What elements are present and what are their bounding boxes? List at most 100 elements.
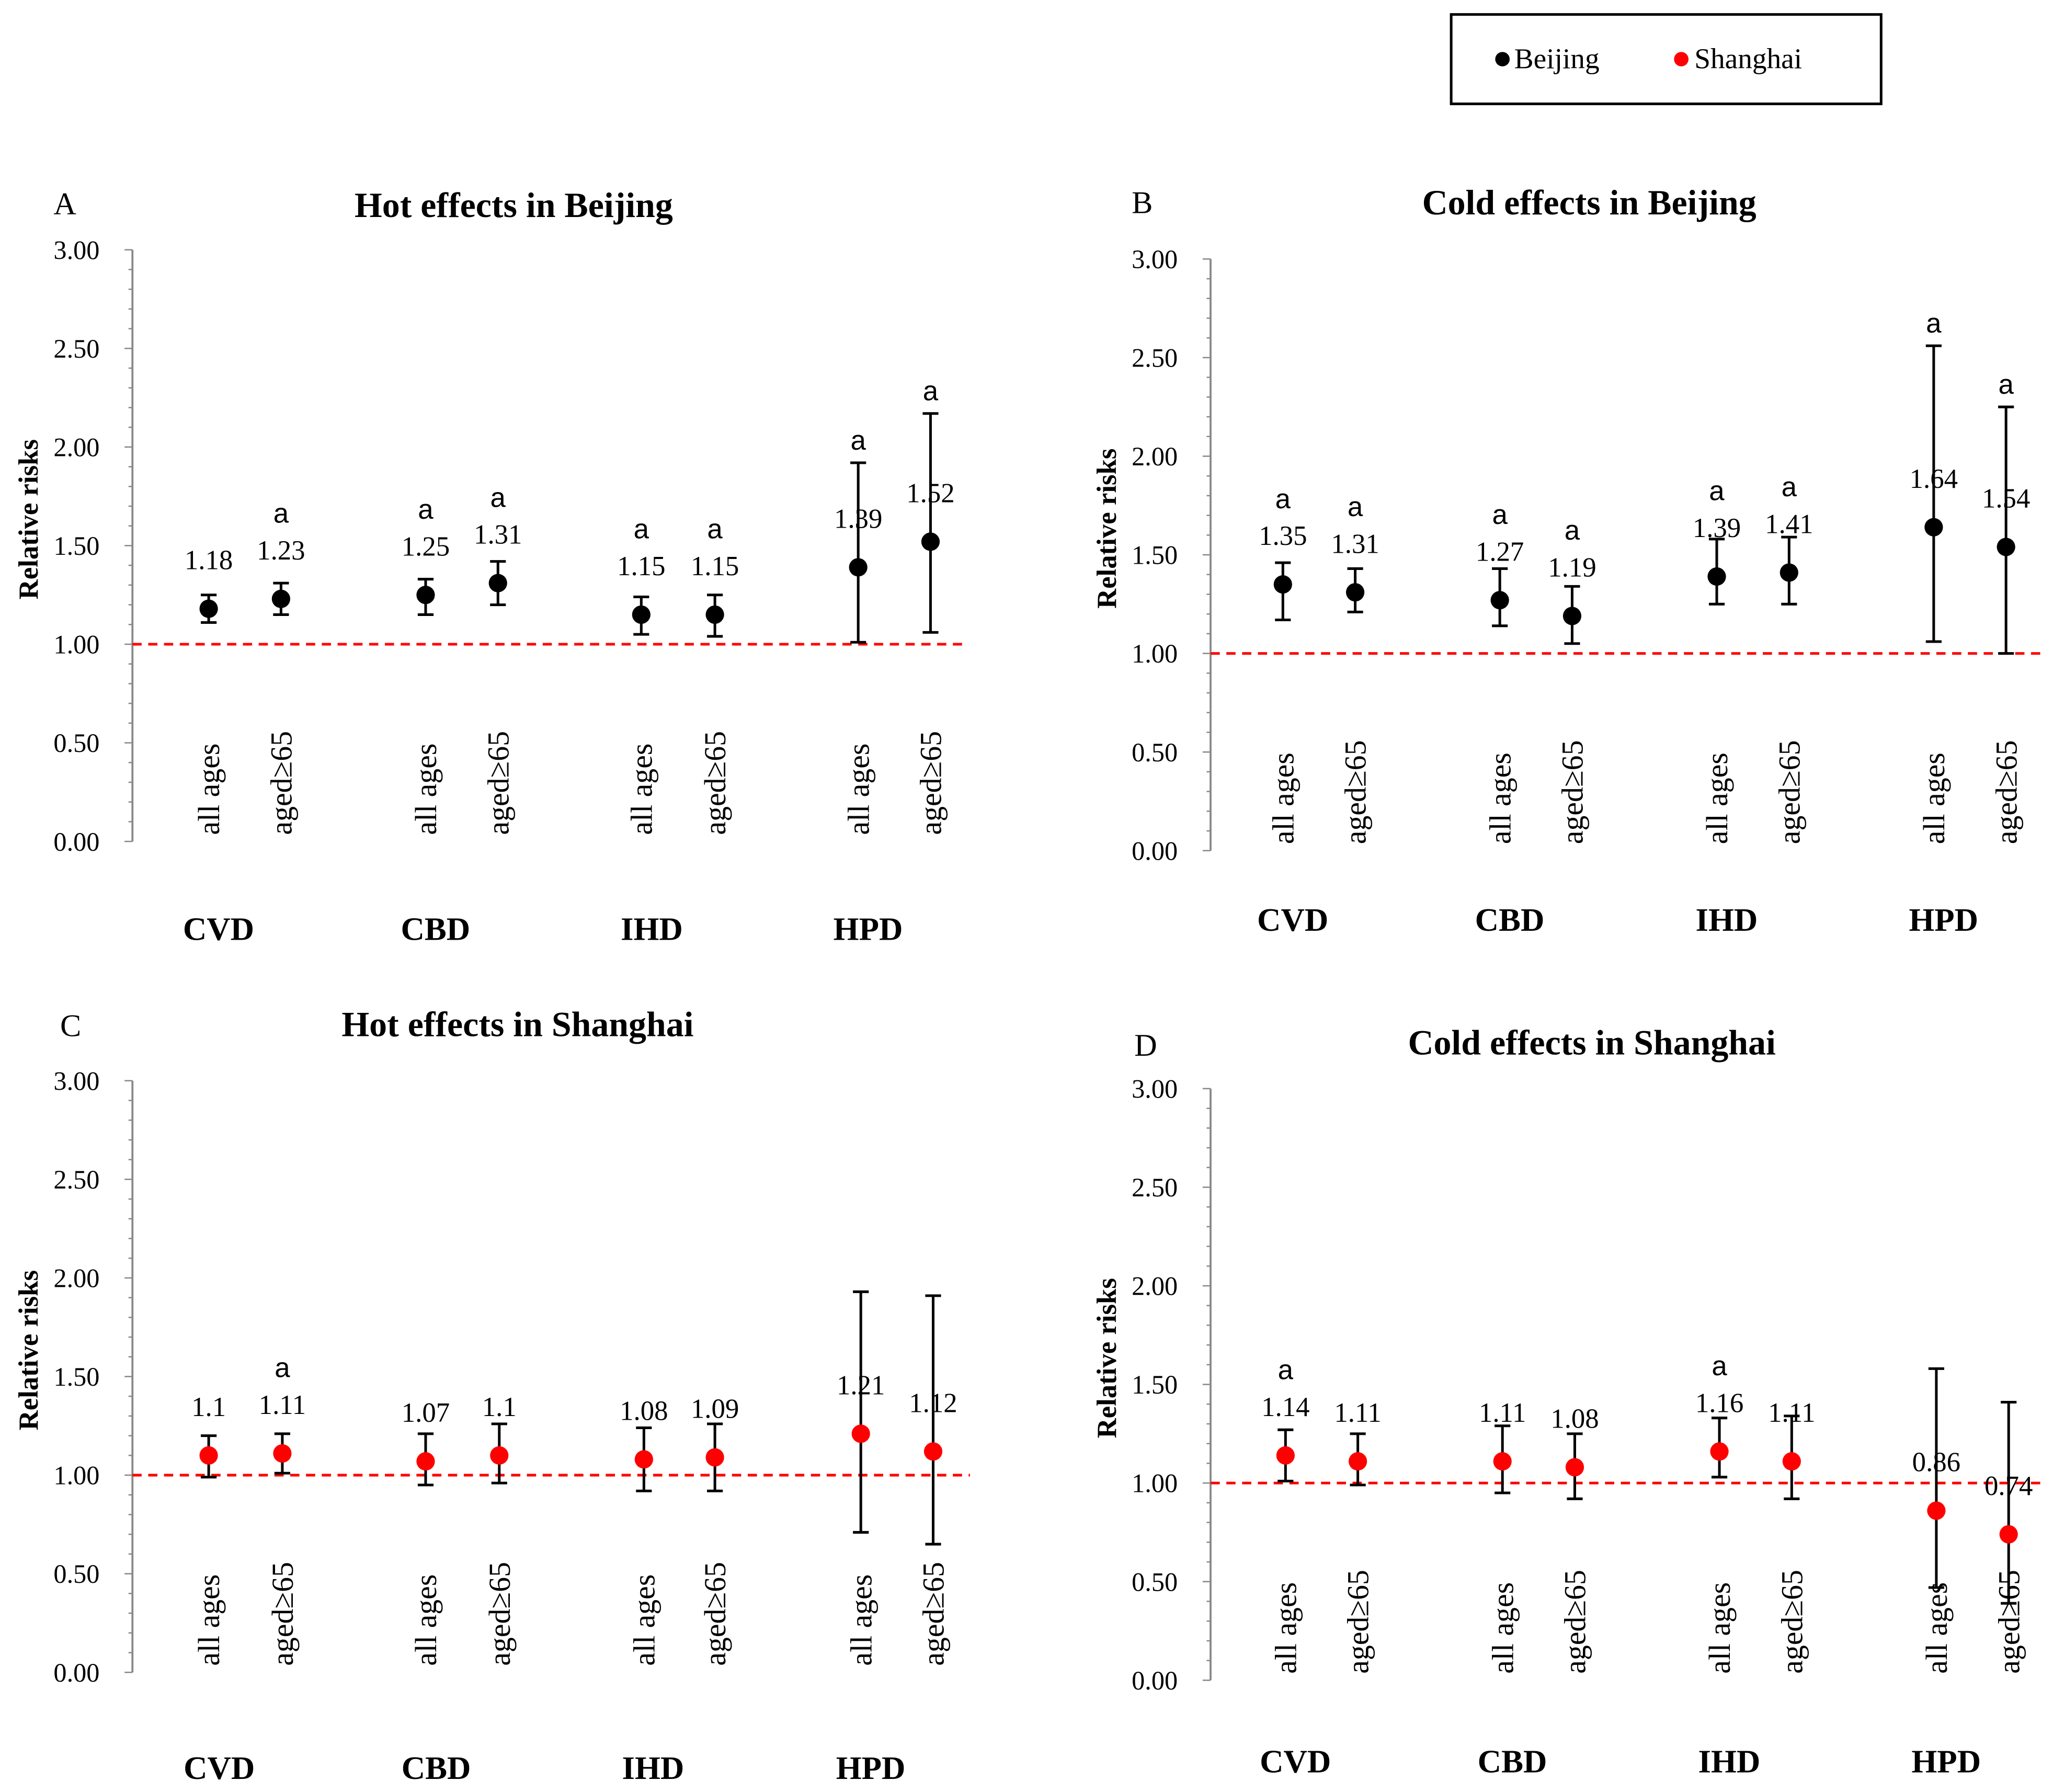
- legend-marker-beijing: [1495, 52, 1510, 66]
- y-tick-label: 0.00: [53, 827, 99, 857]
- y-tick-label: 0.50: [1132, 738, 1178, 767]
- group-label: all ages: [1703, 1582, 1737, 1674]
- data-point-cbd-aged65: 1.19 a aged≥65: [1548, 515, 1596, 844]
- panel-B: B Cold effects in Beijing 0.00 0.50 1.00 1.50…: [1092, 183, 2046, 938]
- value-label: 1.39: [1693, 513, 1741, 543]
- data-point-cbd-aged65: 1.08 aged≥65: [1550, 1404, 1599, 1674]
- y-axis-label: Relative risks: [1092, 1278, 1122, 1438]
- y-tick-label: 2.50: [1132, 1173, 1178, 1202]
- point-marker: [1345, 583, 1365, 602]
- point-marker: [1782, 1452, 1801, 1471]
- panel-letter: D: [1134, 1028, 1157, 1063]
- group-label: all ages: [1269, 1582, 1303, 1674]
- point-marker: [416, 586, 435, 604]
- point-marker: [490, 1446, 509, 1465]
- y-tick-label: 1.00: [1132, 1469, 1178, 1498]
- category-label-cbd: CBD: [1478, 1743, 1547, 1779]
- y-axis-label: Relative risks: [14, 439, 44, 599]
- point-marker: [634, 1450, 653, 1469]
- panel-title: Hot effects in Beijing: [355, 186, 673, 225]
- significance-marker: a: [1782, 472, 1797, 503]
- category-label-hpd: HPD: [834, 911, 903, 948]
- data-point-cvd-all-ages: 1.35 a all ages: [1259, 484, 1307, 844]
- point-marker: [199, 599, 218, 618]
- group-label: all ages: [192, 744, 226, 835]
- y-tick-label: 3.00: [53, 1066, 99, 1095]
- value-label: 1.21: [837, 1370, 885, 1400]
- group-label: all ages: [1920, 1582, 1954, 1674]
- y-tick-label: 0.50: [53, 728, 99, 758]
- significance-marker: a: [1712, 1351, 1727, 1382]
- point-marker: [705, 1448, 724, 1467]
- panel-letter: C: [60, 1008, 81, 1043]
- value-label: 1.52: [906, 478, 954, 508]
- value-label: 0.86: [1912, 1447, 1960, 1478]
- significance-marker: a: [1278, 1355, 1294, 1386]
- value-label: 1.16: [1695, 1388, 1743, 1418]
- value-label: 1.11: [259, 1390, 306, 1420]
- point-marker: [1710, 1442, 1729, 1461]
- data-point-ihd-all-ages: 1.39 a all ages: [1693, 476, 1741, 844]
- significance-marker: a: [1998, 369, 2014, 400]
- group-label: all ages: [627, 1574, 661, 1666]
- category-label-ihd: IHD: [622, 1750, 685, 1786]
- y-tick-label: 0.50: [1132, 1567, 1178, 1596]
- group-label: all ages: [409, 744, 443, 835]
- significance-marker: a: [1565, 515, 1580, 546]
- data-point-cbd-aged65: 1.1 aged≥65: [482, 1392, 517, 1666]
- data-point-ihd-aged65: 1.09 aged≥65: [691, 1394, 739, 1666]
- significance-marker: a: [275, 1353, 290, 1384]
- y-tick-label: 2.00: [53, 1264, 99, 1293]
- group-label: all ages: [841, 744, 875, 835]
- panel-C: C Hot effects in Shanghai 0.00 0.50 1.00 1.50…: [14, 1005, 970, 1786]
- group-label: all ages: [624, 744, 658, 835]
- value-label: 1.25: [402, 531, 450, 562]
- data-point-ihd-all-ages: 1.15 a all ages: [617, 514, 665, 835]
- value-label: 1.11: [1479, 1398, 1526, 1428]
- group-label: all ages: [1700, 752, 1734, 844]
- significance-marker: a: [923, 376, 939, 407]
- category-label-cvd: CVD: [183, 911, 254, 948]
- point-marker: [1927, 1501, 1946, 1520]
- point-marker: [705, 605, 724, 624]
- value-label: 1.41: [1765, 509, 1813, 540]
- data-point-hpd-all-ages: 0.86 all ages: [1912, 1367, 1960, 1674]
- significance-marker: a: [707, 514, 723, 545]
- panel-D: D Cold effects in Shanghai 0.00 0.50 1.00 1.5…: [1092, 1023, 2046, 1779]
- data-point-cbd-all-ages: 1.25 a all ages: [402, 494, 450, 835]
- data-point-cvd-aged65: 1.31 a aged≥65: [1331, 492, 1379, 844]
- point-marker: [271, 589, 290, 608]
- group-label: aged≥65: [483, 1562, 517, 1666]
- group-label: aged≥65: [1558, 1570, 1592, 1674]
- category-label-hpd: HPD: [836, 1750, 906, 1786]
- point-marker: [1997, 538, 2015, 556]
- group-label: all ages: [1917, 752, 1951, 844]
- y-tick-label: 3.00: [53, 235, 99, 265]
- point-marker: [632, 605, 651, 624]
- category-label-cbd: CBD: [402, 1750, 471, 1786]
- category-label-cbd: CBD: [1475, 901, 1545, 938]
- category-label-ihd: IHD: [1698, 1743, 1761, 1779]
- value-label: 1.11: [1334, 1398, 1381, 1428]
- value-label: 1.64: [1910, 464, 1958, 494]
- data-point-cbd-all-ages: 1.27 a all ages: [1476, 499, 1524, 844]
- group-label: aged≥65: [481, 731, 515, 835]
- category-label-ihd: IHD: [1696, 901, 1758, 938]
- y-tick-label: 1.00: [53, 630, 99, 659]
- data-point-hpd-aged65: 0.74 aged≥65: [1984, 1400, 2033, 1674]
- value-label: 1.15: [691, 551, 739, 581]
- value-label: 1.08: [1550, 1404, 1599, 1434]
- y-tick-label: 0.00: [1132, 836, 1178, 865]
- value-label: 1.09: [691, 1394, 739, 1424]
- value-label: 1.08: [620, 1396, 668, 1426]
- group-label: aged≥65: [266, 1562, 300, 1666]
- point-marker: [1562, 607, 1582, 625]
- y-tick-label: 2.00: [53, 432, 99, 462]
- data-point-cvd-aged65: 1.11 a aged≥65: [259, 1353, 306, 1666]
- data-point-cbd-all-ages: 1.11 all ages: [1479, 1398, 1526, 1673]
- significance-marker: a: [1709, 476, 1725, 507]
- value-label: 1.1: [482, 1392, 517, 1422]
- group-label: aged≥65: [917, 1562, 951, 1666]
- group-label: aged≥65: [1339, 740, 1373, 844]
